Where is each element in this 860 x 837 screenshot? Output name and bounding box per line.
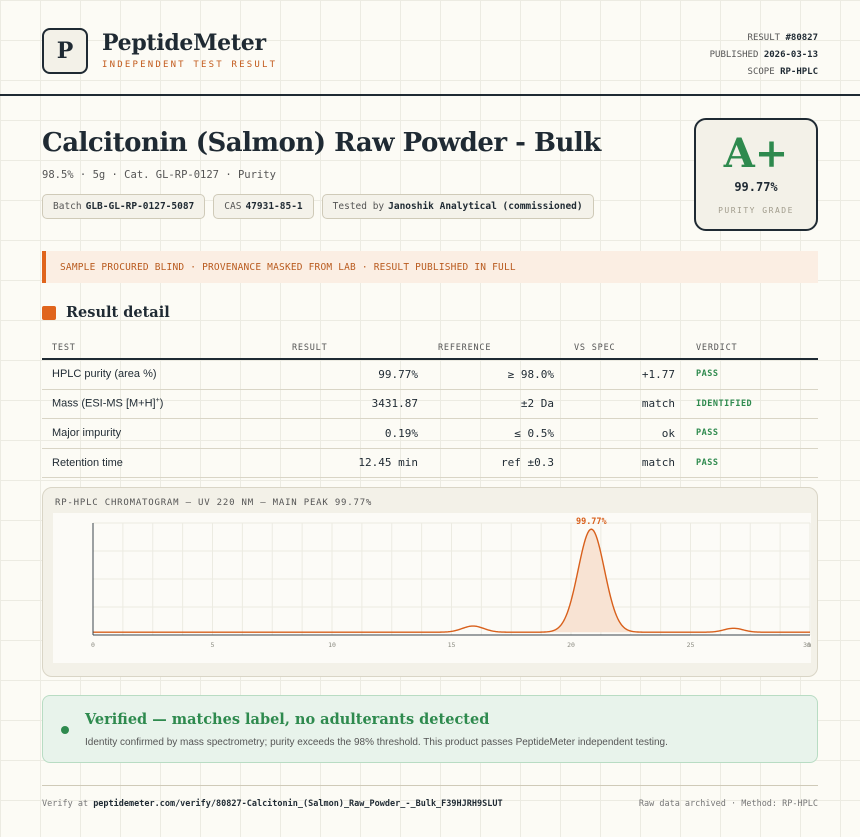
brand-name: PeptideMeter bbox=[102, 30, 266, 56]
logo[interactable]: P bbox=[42, 28, 88, 74]
footer-archive-note: Raw data archived · Method: RP-HPLC bbox=[638, 799, 818, 809]
verified-banner: Verified — matches label, no adulterants… bbox=[42, 695, 818, 763]
x-tick-label: 10 bbox=[328, 641, 336, 649]
cell-test: Mass (ESI-MS [M+H]+) bbox=[42, 397, 292, 410]
verified-dot-icon bbox=[61, 726, 69, 734]
x-tick-label: 0 bbox=[91, 641, 95, 649]
brand-tagline: INDEPENDENT TEST RESULT bbox=[102, 60, 278, 70]
cell-vs-spec: match bbox=[641, 397, 675, 411]
meta-scope-label: SCOPE bbox=[747, 67, 775, 77]
header: P PeptideMeter INDEPENDENT TEST RESULT R… bbox=[0, 0, 860, 96]
footer-verify: Verify at peptidemeter.com/verify/80827-… bbox=[42, 799, 503, 809]
verify-link[interactable]: peptidemeter.com/verify/80827-Calcitonin… bbox=[93, 799, 503, 809]
x-tick-label: 5 bbox=[211, 641, 215, 649]
cell-test: Retention time bbox=[52, 456, 123, 469]
cas-chip-value: 47931-85-1 bbox=[245, 201, 303, 212]
chart-plot-background bbox=[53, 513, 811, 663]
x-tick-label: 25 bbox=[687, 641, 695, 649]
footer-divider bbox=[42, 785, 818, 786]
cell-vs-spec: match bbox=[641, 456, 675, 470]
cell-verdict: PASS bbox=[696, 369, 719, 380]
cell-result: 12.45 min bbox=[358, 456, 418, 470]
x-tick-label: 15 bbox=[448, 641, 456, 649]
verified-text: Identity confirmed by mass spectrometry;… bbox=[85, 737, 668, 748]
grade-letter: A+ bbox=[723, 130, 789, 177]
main-peak-label: 99.77% bbox=[576, 517, 608, 527]
cas-chip-label: CAS bbox=[224, 201, 242, 212]
meta-scope-value: RP-HPLC bbox=[780, 67, 818, 77]
chromatogram-card: RP-HPLC CHROMATOGRAM — UV 220 NM — MAIN … bbox=[42, 487, 818, 677]
meta-published: PUBLISHED 2026-03-13 bbox=[710, 47, 818, 64]
batch-chip-label: Batch bbox=[53, 201, 82, 212]
batch-chip-value: GLB-GL-RP-0127-5087 bbox=[85, 201, 195, 212]
x-unit-label: min bbox=[807, 641, 811, 649]
meta-result-value: #80827 bbox=[785, 33, 818, 43]
header-reference: REFERENCE bbox=[438, 342, 492, 353]
product-chips: Batch GLB-GL-RP-0127-5087 CAS 47931-85-1 T… bbox=[42, 194, 594, 219]
cell-reference: ref ±0.3 bbox=[501, 456, 554, 470]
header-verdict: VERDICT bbox=[696, 342, 738, 353]
chromatogram-chart: 0 5 10 15 20 25 30min 99.77% bbox=[53, 513, 811, 663]
cell-test-sup: + bbox=[155, 397, 160, 405]
cell-reference: ±2 Da bbox=[520, 397, 554, 411]
purity-grade-card: A+ 99.77% PURITY GRADE bbox=[694, 118, 818, 231]
table-row: Major impurity 0.19% ≤ 0.5% ok PASS bbox=[42, 419, 818, 449]
batch-chip: Batch GLB-GL-RP-0127-5087 bbox=[42, 194, 206, 219]
section-title: Result detail bbox=[66, 304, 170, 321]
tested-by-chip: Tested by Janoshik Analytical (commission… bbox=[321, 194, 594, 219]
cell-reference: ≤ 0.5% bbox=[514, 426, 554, 440]
table-row: Mass (ESI-MS [M+H]+) 3431.87 ±2 Da match… bbox=[42, 390, 818, 419]
product-subtitle: 98.5% · 5g · Cat. GL-RP-0127 · Purity bbox=[42, 169, 276, 181]
provenance-notice: SAMPLE PROCURED BLIND · PROVENANCE MASKE… bbox=[42, 251, 818, 283]
chart-x-ticks: 0 5 10 15 20 25 30min bbox=[91, 641, 811, 649]
cell-verdict: IDENTIFIED bbox=[696, 398, 753, 409]
verified-title: Verified — matches label, no adulterants… bbox=[85, 711, 490, 728]
report-meta: RESULT #80827 PUBLISHED 2026-03-13 SCOPE… bbox=[710, 30, 818, 81]
cell-result: 99.77% bbox=[378, 367, 418, 381]
grade-label: PURITY GRADE bbox=[718, 206, 794, 215]
meta-published-value: 2026-03-13 bbox=[763, 50, 818, 60]
cell-test-suffix: ) bbox=[159, 398, 164, 411]
meta-published-label: PUBLISHED bbox=[709, 50, 759, 60]
meta-result: RESULT #80827 bbox=[710, 30, 818, 47]
result-detail-heading: Result detail bbox=[42, 304, 170, 321]
header-result: RESULT bbox=[292, 342, 328, 353]
grade-value: 99.77% bbox=[734, 180, 778, 194]
cell-result: 0.19% bbox=[384, 426, 418, 440]
cell-test-text: Mass (ESI-MS [M+H] bbox=[52, 398, 156, 411]
cell-test: Major impurity bbox=[52, 427, 122, 440]
x-tick-label: 30 bbox=[803, 641, 811, 649]
cell-result: 3431.87 bbox=[371, 397, 418, 411]
tested-by-chip-value: Janoshik Analytical (commissioned) bbox=[388, 201, 583, 212]
table-row: HPLC purity (area %) 99.77% ≥ 98.0% +1.7… bbox=[42, 360, 818, 390]
chromatogram-line bbox=[93, 528, 810, 633]
section-marker-icon bbox=[42, 305, 56, 320]
table-header-row: TEST RESULT REFERENCE VS SPEC VERDICT bbox=[42, 337, 818, 360]
header-test: TEST bbox=[52, 342, 76, 353]
result-table: TEST RESULT REFERENCE VS SPEC VERDICT HP… bbox=[42, 337, 818, 478]
chart-title: RP-HPLC CHROMATOGRAM — UV 220 NM — MAIN … bbox=[55, 498, 373, 508]
cas-chip: CAS 47931-85-1 bbox=[213, 194, 314, 219]
table-row: Retention time 12.45 min ref ±0.3 match … bbox=[42, 449, 818, 478]
cell-vs-spec: ok bbox=[661, 426, 675, 440]
product-title: Calcitonin (Salmon) Raw Powder - Bulk bbox=[42, 128, 601, 158]
cell-vs-spec: +1.77 bbox=[641, 367, 675, 381]
meta-result-label: RESULT bbox=[747, 33, 781, 43]
cell-verdict: PASS bbox=[696, 428, 719, 439]
footer-verify-label: Verify at bbox=[42, 799, 89, 809]
cell-verdict: PASS bbox=[696, 457, 719, 468]
meta-scope: SCOPE RP-HPLC bbox=[710, 64, 818, 81]
header-vs-spec: VS SPEC bbox=[574, 342, 616, 353]
x-tick-label: 20 bbox=[567, 641, 575, 649]
tested-by-chip-label: Tested by bbox=[332, 201, 385, 212]
cell-reference: ≥ 98.0% bbox=[507, 367, 554, 381]
cell-test: HPLC purity (area %) bbox=[52, 368, 157, 381]
